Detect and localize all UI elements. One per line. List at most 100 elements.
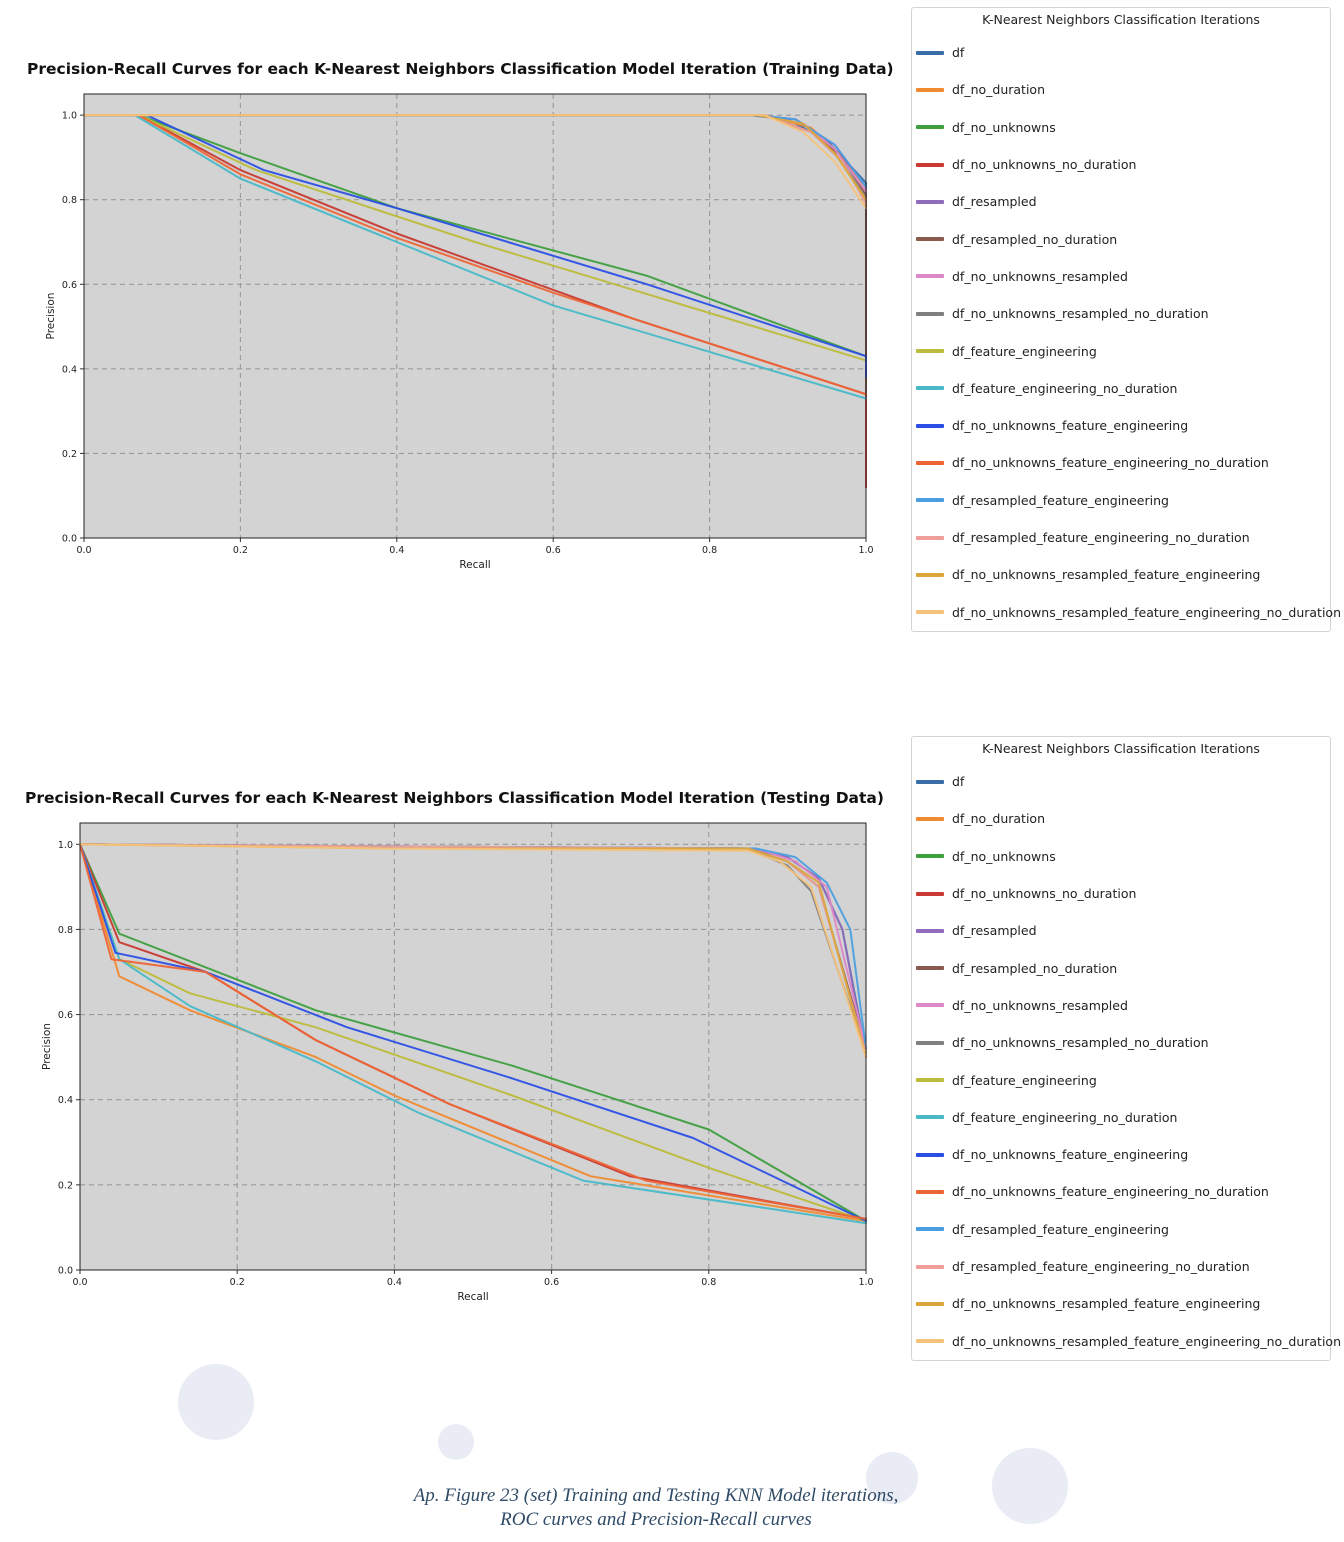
legend-item: df_resampled [912, 912, 1330, 949]
y-tick-label: 0.2 [58, 1180, 73, 1191]
legend-label: df_no_unknowns_feature_engineering [952, 1147, 1189, 1163]
legend-swatch [916, 1078, 944, 1083]
legend-swatch [916, 1301, 944, 1306]
legend-swatch [916, 498, 944, 503]
legend-swatch [916, 1264, 944, 1269]
caption-line-1: Ap. Figure 23 (set) Training and Testing… [413, 1485, 899, 1506]
legend-swatch [916, 423, 944, 428]
legend-item: df_no_unknowns_no_duration [912, 146, 1330, 183]
background-decoration [866, 1452, 918, 1504]
legend-label: df_feature_engineering_no_duration [952, 380, 1178, 396]
legend-item: df_no_unknowns_resampled_no_duration [912, 1024, 1330, 1061]
legend-swatch [916, 274, 944, 279]
legend-item: df_resampled_feature_engineering_no_dura… [912, 1248, 1330, 1285]
x-axis-label: Recall [457, 1291, 488, 1303]
legend-label: df_no_unknowns_resampled [952, 268, 1128, 284]
legend-swatch [916, 779, 944, 784]
y-axis-label: Precision [45, 293, 57, 340]
legend-swatch [916, 891, 944, 896]
legend-item: df_no_unknowns_feature_engineering [912, 407, 1330, 444]
legend-swatch [916, 87, 944, 92]
x-tick-label: 0.0 [76, 545, 91, 556]
y-axis-label: Precision [41, 1023, 53, 1070]
chart-title: Precision-Recall Curves for each K-Neare… [27, 60, 894, 78]
legend-item: df_no_unknowns_feature_engineering [912, 1136, 1330, 1173]
caption-line-2: ROC curves and Precision-Recall curves [500, 1509, 812, 1530]
legend-item: df_resampled [912, 183, 1330, 220]
plot-background [84, 94, 866, 538]
legend-label: df_feature_engineering_no_duration [952, 1109, 1178, 1125]
y-tick-label: 0.0 [58, 1266, 73, 1277]
x-tick-label: 0.8 [701, 1277, 716, 1288]
legend-swatch [916, 854, 944, 859]
series-line-df-no-unknowns-resampled-feature-engineering-no-duration [79, 843, 867, 1059]
plot-frame [79, 822, 867, 1271]
y-tick-label: 0.0 [62, 534, 77, 545]
y-tick-label: 0.4 [62, 364, 77, 375]
legend-item: df_resampled_feature_engineering [912, 482, 1330, 519]
legend-swatch [916, 928, 944, 933]
legend-label: df_resampled_feature_engineering_no_dura… [952, 530, 1250, 545]
legend-item: df_resampled_no_duration [912, 949, 1330, 986]
legend-item: df_feature_engineering [912, 1061, 1330, 1098]
y-tick-label: 0.6 [62, 280, 77, 291]
legend-label: df_feature_engineering [952, 343, 1097, 359]
series-line-df-feature-engineering-no-duration [79, 843, 867, 1225]
legend-swatch [916, 535, 944, 540]
legend-label: df_no_unknowns_no_duration [952, 157, 1137, 173]
legend-label: df_resampled [952, 194, 1037, 210]
legend-item: df_no_duration [912, 71, 1330, 108]
series-line-df-no-duration [79, 843, 867, 1222]
y-tick-label: 0.6 [58, 1010, 73, 1021]
legend-item: df_feature_engineering_no_duration [912, 1099, 1330, 1136]
legend-item: df_no_unknowns_resampled_no_duration [912, 295, 1330, 332]
legend-swatch [916, 311, 944, 316]
legend-item: df_no_unknowns_resampled [912, 258, 1330, 295]
x-tick-label: 0.8 [702, 545, 717, 556]
legend-label: df_no_duration [952, 811, 1046, 827]
figure-caption: Ap. Figure 23 (set) Training and Testing… [0, 1484, 1312, 1532]
x-tick-label: 0.2 [233, 545, 248, 556]
x-tick-label: 1.0 [858, 545, 873, 556]
legend-item: df [912, 763, 1330, 800]
legend-label: df_no_duration [952, 82, 1046, 98]
legend-item: df_resampled_no_duration [912, 220, 1330, 257]
legend-swatch [916, 1227, 944, 1232]
legend-item: df [912, 34, 1330, 71]
legend-label: df_no_unknowns_resampled_feature_enginee… [952, 1333, 1341, 1349]
legend-label: df_resampled_feature_engineering [952, 492, 1169, 508]
legend-swatch [916, 1115, 944, 1120]
legend-label: df_no_unknowns [952, 848, 1056, 864]
training-plot-area: 0.0 0.2 0.4 0.6 0.8 1.0 0.0 0.2 0.4 0.6 0.8 1.0 Reca… [45, 93, 874, 571]
legend-item: df_feature_engineering [912, 332, 1330, 369]
series-line-df-no-unknowns-resampled-feature-engineering-no-duration [83, 114, 867, 210]
legend-label: df [952, 774, 965, 790]
legend-item: df_no_unknowns_resampled [912, 987, 1330, 1024]
legend-swatch [916, 572, 944, 577]
training-pr-chart: Precision-Recall Curves for each K-Neare… [0, 0, 1344, 640]
x-axis-label: Recall [459, 559, 490, 571]
background-decoration [992, 1448, 1068, 1524]
legend-item: df_no_unknowns_resampled_feature_enginee… [912, 1285, 1330, 1322]
legend-swatch [916, 966, 944, 971]
testing-plot-area: 0.0 0.2 0.4 0.6 0.8 1.0 0.0 0.2 0.4 0.6 0.8 1.0 Reca… [41, 822, 874, 1303]
legend-item: df_no_unknowns_resampled_feature_enginee… [912, 556, 1330, 593]
legend-swatch [916, 460, 944, 465]
legend-swatch [916, 1040, 944, 1045]
x-tick-label: 0.6 [544, 1277, 559, 1288]
legend-item: df_feature_engineering_no_duration [912, 370, 1330, 407]
legend-swatch [916, 386, 944, 391]
legend-swatch [916, 1152, 944, 1157]
y-tick-label: 1.0 [58, 840, 73, 851]
series-line-df-no-unknowns-feature-engineering-no-duration [79, 843, 867, 1220]
legend-item: df_no_unknowns_resampled_feature_enginee… [912, 593, 1341, 630]
legend-label: df_resampled_feature_engineering [952, 1221, 1169, 1237]
legend-label: df_no_unknowns_no_duration [952, 886, 1137, 902]
legend-label: df_no_unknowns_resampled [952, 997, 1128, 1013]
legend-item: df_no_unknowns_feature_engineering_no_du… [912, 1173, 1330, 1210]
legend-swatch [916, 50, 944, 55]
legend-swatch [916, 162, 944, 167]
legend-label: df_no_unknowns_resampled_feature_enginee… [952, 1296, 1261, 1312]
legend-label: df_resampled_feature_engineering_no_dura… [952, 1259, 1250, 1274]
legend: K-Nearest Neighbors Classification Itera… [911, 7, 1341, 632]
